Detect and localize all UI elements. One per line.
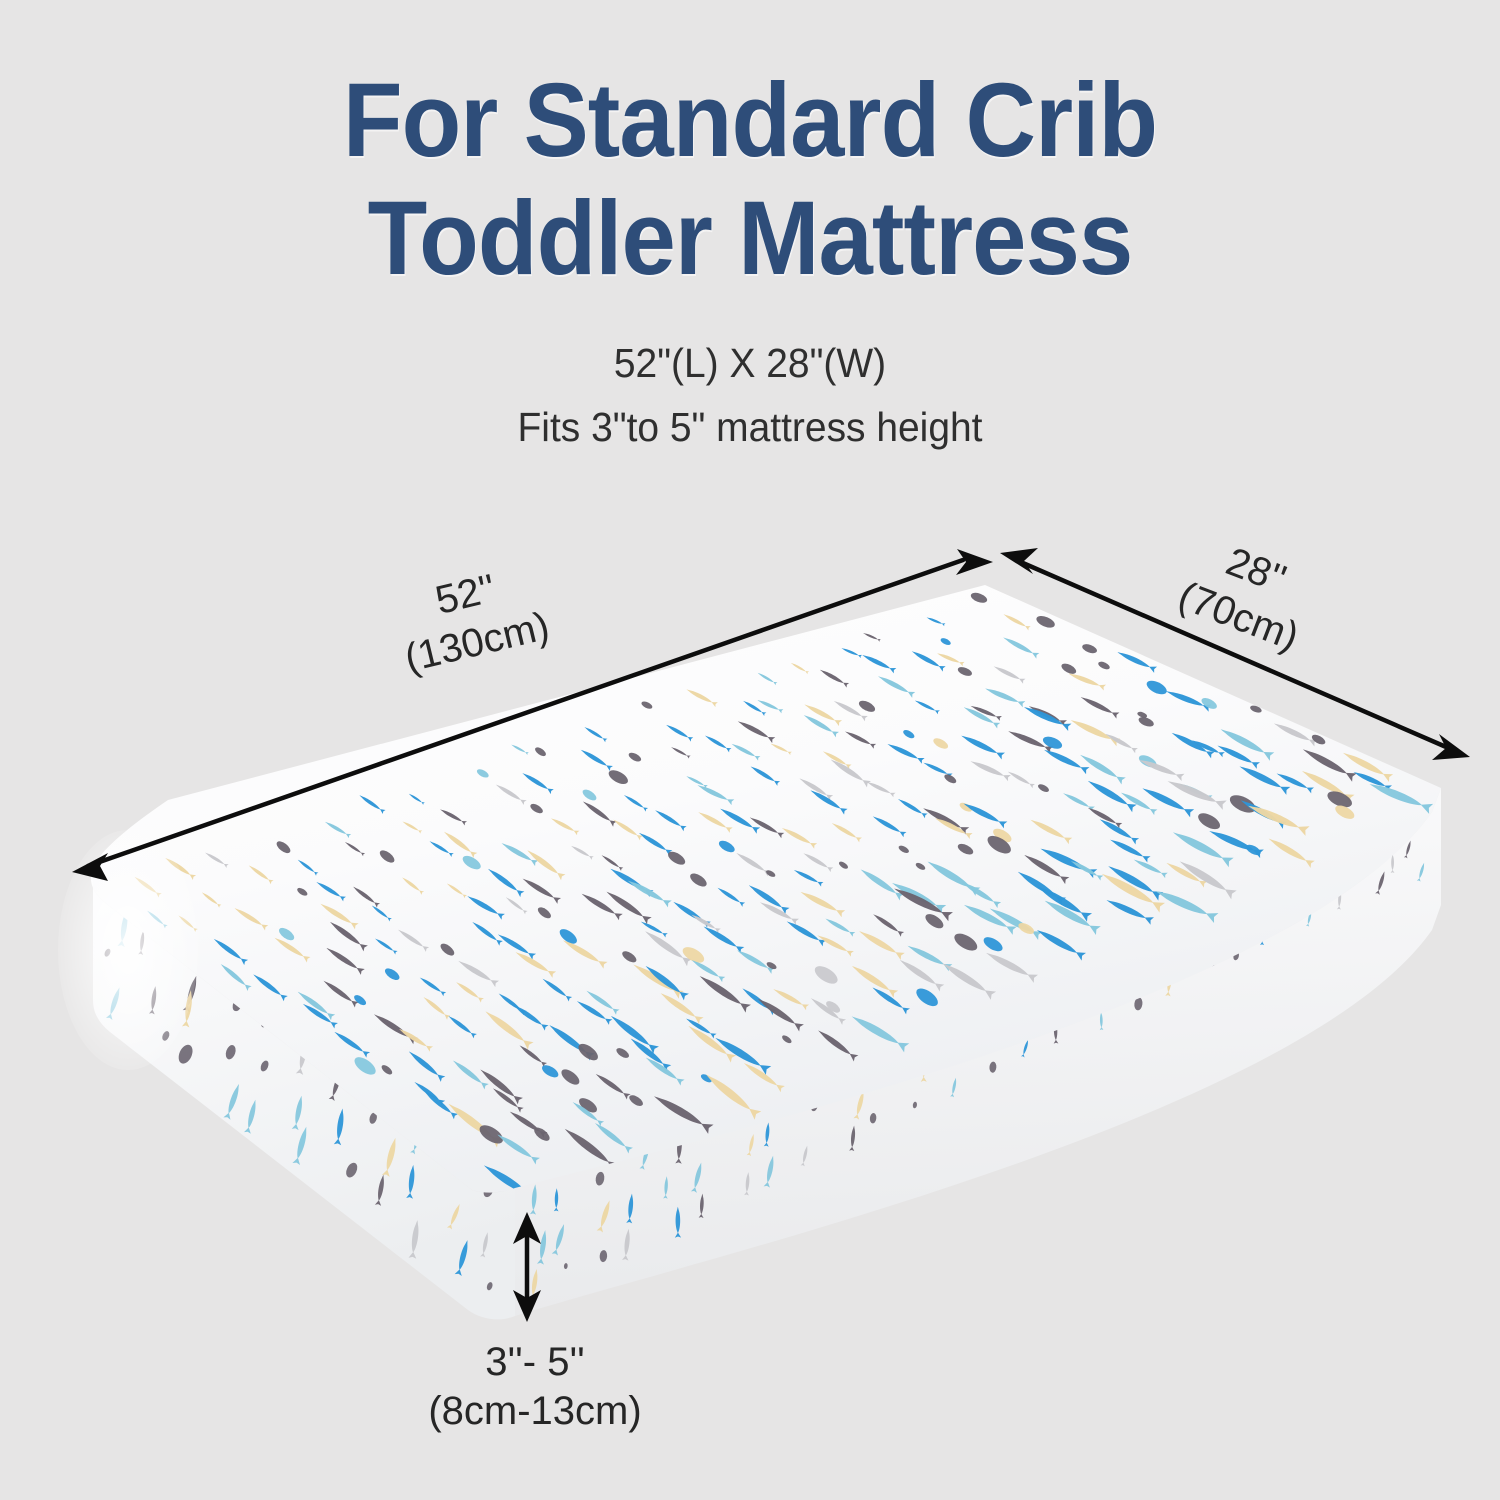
dimension-arrows <box>72 548 1470 1322</box>
corner-highlight <box>58 830 198 1070</box>
label-thickness-metric: (8cm-13cm) <box>428 1388 642 1433</box>
page-title-line-1: For Standard Crib <box>342 62 1158 179</box>
subtitle-height-fit: Fits 3"to 5" mattress height <box>517 404 983 450</box>
length-arrow <box>72 549 993 881</box>
page-title: For Standard Crib Toddler Mattress <box>53 62 1448 297</box>
label-thickness: 3''- 5'' (8cm-13cm) <box>400 1338 670 1436</box>
thickness-arrow <box>513 1212 541 1322</box>
label-thickness-imperial: 3''- 5'' <box>485 1340 585 1384</box>
width-arrow <box>1000 548 1470 760</box>
page-title-line-2: Toddler Mattress <box>367 179 1134 297</box>
subtitle-dimensions: 52"(L) X 28"(W) <box>613 340 887 386</box>
mattress-top-face <box>90 585 1441 1193</box>
